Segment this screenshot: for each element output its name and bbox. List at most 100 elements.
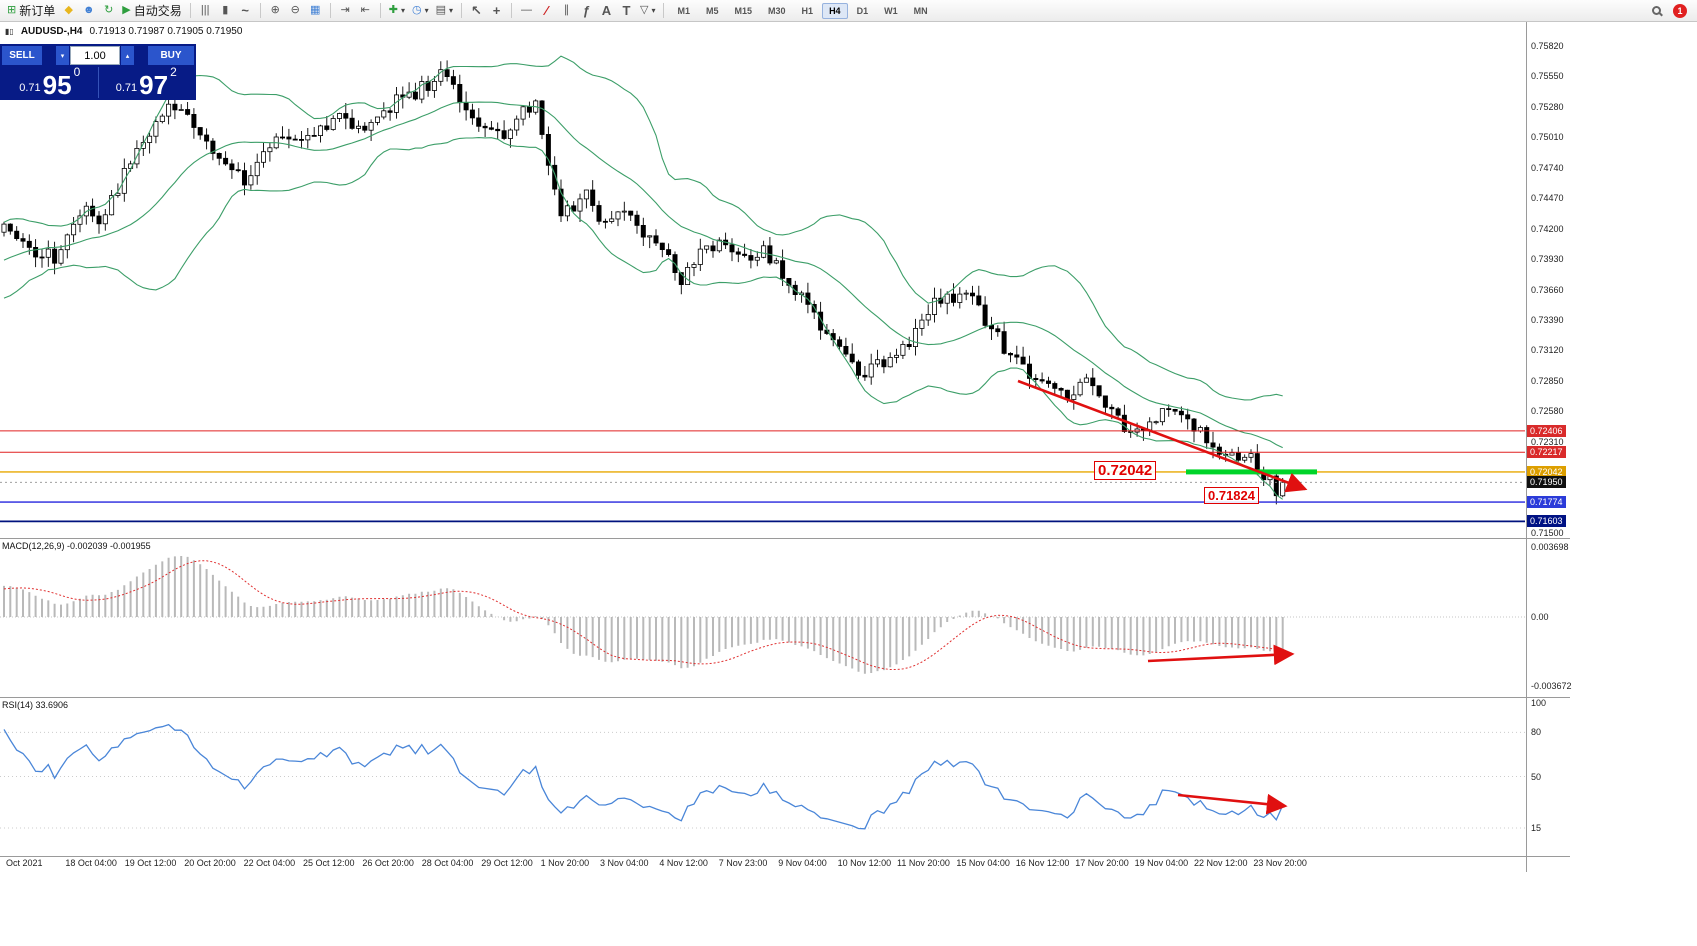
cursor-icon: ↖: [471, 3, 482, 18]
mql5-icon: ◆: [64, 4, 73, 16]
volume-control: ▾ ▴: [56, 46, 134, 65]
volume-increase-button[interactable]: ▴: [121, 46, 134, 65]
refresh-button[interactable]: ↻: [99, 2, 118, 20]
crosshair-button[interactable]: +: [487, 2, 506, 20]
time-axis-label: 22 Nov 12:00: [1194, 858, 1248, 868]
dropdown-caret-icon: ▾: [424, 6, 429, 15]
buy-price-sup: 2: [170, 65, 177, 79]
profile-button[interactable]: ☻: [79, 2, 98, 20]
new-order-label: 新订单: [19, 4, 56, 18]
indicators-button[interactable]: ✚ ▾: [386, 2, 408, 20]
auto-trading-button[interactable]: ▶ 自动交易: [119, 2, 184, 20]
notification-badge[interactable]: 1: [1673, 3, 1687, 18]
tile-windows-icon: ▦: [310, 4, 321, 16]
new-order-icon: ⊞: [7, 4, 17, 16]
timeframe-d1[interactable]: D1: [856, 5, 869, 16]
resistance-price-annotation[interactable]: 0.72042: [1094, 461, 1157, 480]
timeframe-m5[interactable]: M5: [706, 5, 719, 16]
text-button[interactable]: A: [597, 2, 616, 20]
cursor-button[interactable]: ↖: [467, 2, 486, 20]
trendline-button[interactable]: ∕: [537, 2, 556, 20]
templates-button[interactable]: ▤ ▾: [433, 2, 456, 20]
text-label-button[interactable]: T: [617, 2, 636, 20]
toolbar-separator: [189, 3, 191, 18]
auto-trading-label: 自动交易: [133, 4, 182, 18]
main-toolbar: ⊞ 新订单 ◆ ☻ ↻ ▶ 自动交易 ||| ▮ ~ ⊕ ⊖ ▦ ⇥ ⇤ ✚ ▾…: [0, 0, 1697, 22]
auto-scroll-button[interactable]: ⇥: [336, 2, 355, 20]
buy-price-button[interactable]: 0.71 97 2: [99, 65, 195, 98]
chart-shift-button[interactable]: ⇤: [356, 2, 375, 20]
macd-label: MACD(12,26,9) -0.002039 -0.001955: [2, 541, 151, 551]
time-axis-label: 22 Oct 04:00: [243, 858, 296, 868]
timeframe-m15[interactable]: M15: [734, 5, 753, 16]
zoom-in-button[interactable]: ⊕: [266, 2, 285, 20]
price-axis-box: 0.71774: [1527, 496, 1566, 509]
sell-price-button[interactable]: 0.71 95 0: [2, 66, 98, 98]
buy-button[interactable]: BUY: [148, 46, 194, 65]
sell-button[interactable]: SELL: [2, 46, 42, 65]
buy-price-main: 0.71: [115, 82, 138, 94]
price-axis-label: 0.75820: [1531, 41, 1564, 51]
time-axis-label: Oct 2021: [6, 858, 43, 868]
auto-trading-icon: ▶: [122, 4, 131, 16]
price-divider: [97, 67, 99, 98]
price-axis-label: 0.73660: [1531, 284, 1564, 295]
time-axis-label: 1 Nov 20:00: [540, 858, 590, 868]
timeframe-m30[interactable]: M30: [768, 5, 786, 16]
clock-icon: ◷: [411, 4, 422, 16]
price-axis-box: 0.71603: [1527, 515, 1566, 528]
time-axis-label: 3 Nov 04:00: [600, 858, 649, 868]
mql5-button[interactable]: ◆: [59, 2, 78, 20]
timeframe-mn[interactable]: MN: [913, 5, 928, 16]
dropdown-caret-icon: ▾: [400, 6, 405, 15]
volume-input[interactable]: [70, 46, 120, 65]
price-axis-label: 0.74200: [1531, 223, 1564, 234]
sell-price-main: 0.71: [19, 82, 41, 94]
shapes-icon: ▽: [640, 4, 649, 16]
horizontal-line-icon: —: [521, 4, 532, 16]
macd-axis-label: 0.003698: [1531, 542, 1569, 553]
timeframe-h4[interactable]: H4: [822, 2, 848, 19]
candle-chart-type-button[interactable]: ▮: [216, 2, 235, 20]
timeframe-h1[interactable]: H1: [801, 5, 814, 16]
fibonacci-button[interactable]: ƒ: [577, 2, 596, 20]
template-icon: ▤: [435, 4, 446, 16]
horizontal-line-button[interactable]: —: [517, 2, 536, 20]
time-axis-label: 15 Nov 04:00: [956, 858, 1010, 868]
shapes-button[interactable]: ▽ ▾: [637, 2, 658, 20]
price-axis-label: 0.74470: [1531, 193, 1564, 204]
periods-button[interactable]: ◷ ▾: [409, 2, 432, 20]
new-order-button[interactable]: ⊞ 新订单: [4, 2, 58, 20]
price-axis-label: 0.75010: [1531, 132, 1564, 143]
price-axis-box: 0.72217: [1527, 446, 1566, 459]
time-axis-label: 20 Oct 20:00: [184, 858, 236, 868]
time-axis-label: 29 Oct 12:00: [481, 858, 533, 868]
timeframe-w1[interactable]: W1: [884, 5, 898, 16]
time-axis-label: 7 Nov 23:00: [718, 858, 768, 868]
volume-decrease-button[interactable]: ▾: [56, 46, 69, 65]
fibonacci-icon: ƒ: [582, 3, 591, 18]
time-axis-label: 9 Nov 04:00: [778, 858, 827, 868]
toolbar-separator: [329, 3, 331, 18]
bar-chart-type-button[interactable]: |||: [196, 2, 215, 20]
tile-windows-button[interactable]: ▦: [306, 2, 325, 20]
support-price-annotation[interactable]: 0.71824: [1204, 487, 1259, 504]
chart-title-bar: ▮▯ AUDUSD-,H4 0.71913 0.71987 0.71905 0.…: [5, 26, 242, 37]
refresh-icon: ↻: [104, 4, 114, 16]
timeframe-m1[interactable]: M1: [677, 5, 690, 16]
line-chart-type-button[interactable]: ~: [236, 2, 255, 20]
price-axis-box: 0.72406: [1527, 424, 1566, 437]
rsi-axis-label: 50: [1531, 771, 1542, 782]
zoom-out-button[interactable]: ⊖: [286, 2, 305, 20]
search-button[interactable]: [1647, 2, 1666, 20]
rsi-label: RSI(14) 33.6906: [2, 700, 69, 710]
time-axis-label: 26 Oct 20:00: [362, 858, 414, 868]
toolbar-separator: [461, 3, 462, 18]
price-axis-label: 0.73120: [1531, 345, 1564, 356]
text-icon: A: [601, 3, 612, 18]
bar-chart-icon: |||: [200, 4, 210, 16]
channel-button[interactable]: ∥: [557, 2, 576, 20]
chart-icon: ▮▯: [5, 27, 14, 36]
rsi-axis-label: 100: [1531, 698, 1547, 708]
